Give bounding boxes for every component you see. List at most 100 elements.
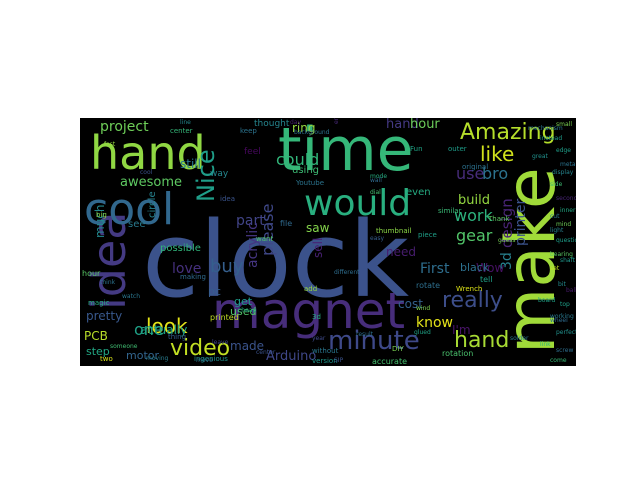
cloud-word: come [550,357,567,364]
cloud-word: printer [513,198,529,246]
cloud-word: SIP [334,357,344,364]
cloud-word: one [134,320,164,339]
cloud-word: pretty [86,309,123,323]
cloud-word: someone [110,343,138,350]
cloud-word: like [480,142,515,166]
cloud-word: made [230,339,265,353]
cloud-word: keep [240,127,257,135]
cloud-word: board [538,297,556,304]
cloud-word: thought [254,119,290,129]
cloud-word: idea [220,195,235,203]
cloud-word: top [560,301,570,308]
cloud-word: cool [140,169,153,176]
cloud-word: bearing [550,251,573,258]
cloud-word: still [180,157,201,171]
cloud-word: PCB [84,329,108,343]
cloud-word: minute [328,326,420,356]
cloud-word: acrylic [245,222,261,268]
cloud-word: time [278,118,414,185]
cloud-word: pc [208,285,222,298]
cloud-word: screw [556,347,574,354]
cloud-word: set [550,265,560,272]
cloud-word: buy [210,256,244,277]
cloud-word: wall [370,177,382,184]
cloud-word: clock [142,199,410,321]
cloud-word: printed [210,313,239,322]
cloud-word: cool [84,184,175,235]
cloud-word: would [304,183,412,224]
cloud-word: version [312,357,338,365]
cloud-word: awesome [120,175,182,190]
cloud-word: I'm [452,323,471,337]
cloud-word: fast [104,141,116,148]
cloud-word: gear [456,226,493,245]
cloud-word: easy [370,235,385,242]
cloud-word: light [550,227,564,234]
cloud-word: hour [410,118,440,132]
cloud-word: rotation [442,349,474,358]
cloud-word: year [312,335,326,342]
cloud-word: even [406,187,431,198]
cloud-word: instead [540,135,563,142]
cloud-word: used [230,305,257,318]
cloud-word: Wow [476,261,505,275]
cloud-word: First [420,261,450,277]
cloud-word: Fun [410,145,423,153]
word-cloud: clock make time hand magnet idea cool would Amaz… [80,118,576,366]
cloud-word: circle [147,191,158,218]
cloud-word: actually [140,323,188,337]
cloud-word: really [442,288,503,313]
cloud-word: edge [556,147,571,154]
cloud-word: cut [550,213,560,220]
cloud-word: mind [556,221,572,228]
cloud-word: rotate [416,281,441,290]
cloud-word: dial [370,189,381,196]
cloud-word: wheel [550,317,568,324]
cloud-word: great [532,153,548,160]
cloud-word: different [334,269,360,276]
cloud-word: inner [560,207,576,214]
cloud-word: second [556,195,576,202]
cloud-word: look [146,314,188,338]
cloud-word: DIY [392,345,404,353]
cloud-word: ball [566,287,576,294]
cloud-word: step [86,345,110,358]
cloud-word: thumbnail [376,227,412,235]
cloud-word: hand [386,118,419,132]
cloud-word: day [290,119,302,126]
cloud-word: black [460,261,490,274]
cloud-word: use [456,164,485,183]
cloud-word: leave [212,339,229,346]
cloud-word: Thank [488,215,510,223]
cloud-word: piece [418,231,437,239]
cloud-word: need [386,245,416,259]
cloud-word: guess [498,237,516,244]
cloud-word: working [550,313,574,320]
cloud-word: link [540,341,551,348]
cloud-word: possible [160,243,201,254]
cloud-word: hour [82,269,101,278]
cloud-word: without [312,347,339,355]
cloud-word: big [96,211,107,219]
cloud-word: question [556,237,576,244]
cloud-word: saw [306,221,330,235]
cloud-word: way [210,169,229,179]
cloud-word: part [236,213,265,229]
cloud-word: wind [416,305,431,312]
cloud-word: move [196,357,213,364]
cloud-word: watch [122,293,141,300]
cloud-word: engineering [333,118,340,124]
cloud-word: display [552,169,574,176]
cloud-word: solder [510,335,529,342]
cloud-word: build [458,193,490,208]
cloud-word: making [180,273,206,281]
cloud-word: mode [370,173,388,180]
cloud-word: project [100,119,149,135]
cloud-word: could [276,150,320,169]
cloud-word: center [256,349,276,356]
cloud-word: much [93,204,107,239]
cloud-word: hand [90,126,206,180]
cloud-word: bro [482,164,509,183]
cloud-word: tell [480,275,493,284]
